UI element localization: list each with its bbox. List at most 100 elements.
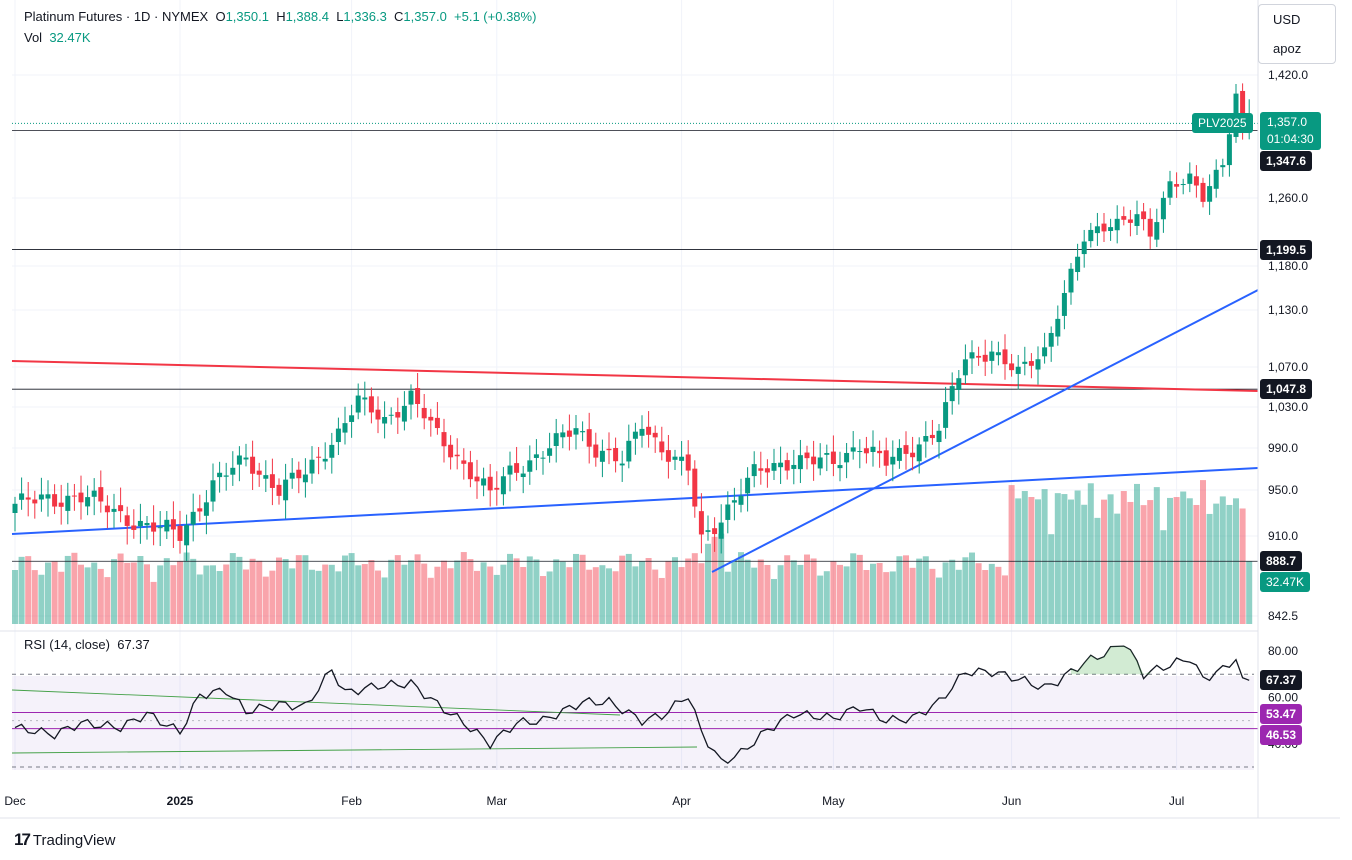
candle-body xyxy=(857,451,863,453)
candle-body xyxy=(698,511,704,535)
candle-body xyxy=(388,414,394,416)
rsi-ma-tag-low: 46.53 xyxy=(1260,725,1303,745)
candle-body xyxy=(197,508,203,512)
candle-body xyxy=(1200,182,1206,202)
volume-bar xyxy=(1127,501,1134,624)
volume-bar xyxy=(144,564,150,624)
volume-bar xyxy=(612,571,619,624)
price-axis[interactable]: 842.5 910.0 950.0 990.0 1,030.0 1,070.0 1,130.… xyxy=(1268,68,1308,751)
candle-body xyxy=(791,464,797,469)
candle-body xyxy=(309,459,315,474)
volume-bar xyxy=(559,561,566,624)
volume-bar xyxy=(1239,508,1246,624)
candle-body xyxy=(923,436,929,442)
volume-bar xyxy=(573,553,579,624)
currency-unit-box[interactable]: USD apoz xyxy=(1258,4,1336,64)
candle-body xyxy=(1147,218,1153,237)
volume-bar xyxy=(1028,497,1035,624)
level-tag-1347: 1,347.6 xyxy=(1260,151,1313,171)
last-price-value: 1,357.0 xyxy=(1267,115,1308,129)
candle-body xyxy=(837,465,843,469)
symbol-price-tag[interactable]: PLV2025 xyxy=(1192,113,1253,133)
volume-bar xyxy=(546,571,553,624)
candle-body xyxy=(1174,184,1180,187)
candle-body xyxy=(124,515,130,526)
volume-bar xyxy=(830,561,837,624)
rsi-title[interactable]: RSI (14, close) xyxy=(24,637,110,652)
volume-bar xyxy=(1114,513,1121,624)
candle-body xyxy=(25,497,31,500)
price-tick-label: 990.0 xyxy=(1268,441,1298,455)
rsi-pane xyxy=(11,645,1258,768)
volume-label[interactable]: Vol xyxy=(24,30,43,45)
candle-body xyxy=(1015,366,1021,374)
symbol-title[interactable]: Platinum Futures · 1D · NYMEX xyxy=(24,9,209,24)
candle-body xyxy=(441,432,447,447)
candle-body xyxy=(349,415,355,422)
candle-body xyxy=(547,448,553,456)
tradingview-logo[interactable]: 17 TradingView xyxy=(14,830,115,850)
candle-body xyxy=(599,450,605,462)
price-tick-label: 842.5 xyxy=(1268,609,1298,623)
candle-body xyxy=(203,502,209,516)
candle-body xyxy=(573,428,579,435)
level-tag-888: 888.7 xyxy=(1260,551,1303,571)
candle-body xyxy=(428,416,434,421)
volume-bar xyxy=(150,581,157,624)
candle-body xyxy=(342,423,348,433)
volume-bar xyxy=(1041,489,1048,624)
logo-text: TradingView xyxy=(32,831,116,849)
volume-bar xyxy=(698,563,705,624)
volume-bar xyxy=(1008,485,1015,624)
tradingview-mark-icon: 17 xyxy=(14,830,31,849)
candle-body xyxy=(586,429,592,447)
candle-body xyxy=(98,487,104,502)
volume-bar xyxy=(744,559,751,624)
rsi-trendline-lower xyxy=(11,746,698,754)
volume-value: 32.47K xyxy=(49,30,91,45)
candle-body xyxy=(1061,292,1067,316)
volume-bar xyxy=(777,565,784,624)
candle-body xyxy=(170,519,176,530)
volume-bar xyxy=(784,555,791,624)
volume-bar xyxy=(757,559,764,624)
candle-body xyxy=(817,457,823,469)
volume-bar xyxy=(691,553,698,624)
volume-bar xyxy=(309,569,315,624)
candle-body xyxy=(269,474,275,488)
volume-bar xyxy=(1120,491,1127,624)
candle-body xyxy=(19,493,25,500)
volume-bar xyxy=(909,567,916,624)
candle-body xyxy=(692,468,698,507)
candle-body xyxy=(85,497,91,507)
volume-bar xyxy=(1213,503,1220,624)
volume-bar xyxy=(289,568,296,624)
candle-body xyxy=(916,444,922,462)
time-axis[interactable]: Dec 2025 Feb Mar Apr May Jun Jul xyxy=(4,794,1184,808)
candle-body xyxy=(1048,332,1054,347)
candle-body xyxy=(1035,359,1041,370)
volume-bar xyxy=(724,571,731,624)
volume-tag: 32.47K xyxy=(1260,572,1311,592)
close-label: C xyxy=(394,9,404,24)
volume-bar xyxy=(236,556,243,624)
candle-body xyxy=(672,456,678,460)
volume-bar xyxy=(361,564,368,624)
volume-bar xyxy=(810,558,817,624)
volume-bar xyxy=(823,571,830,624)
rsi-tick-label: 80.00 xyxy=(1268,644,1298,658)
candle-body xyxy=(797,455,803,470)
candle-body xyxy=(1002,349,1008,365)
candle-body xyxy=(738,496,744,505)
currency-label[interactable]: USD xyxy=(1273,12,1301,27)
candle-body xyxy=(32,499,38,504)
volume-bar xyxy=(177,561,183,624)
level-tag-1047: 1,047.8 xyxy=(1260,379,1313,399)
volume-bar xyxy=(91,562,98,624)
volume-bar xyxy=(903,555,909,624)
time-tick-label: Jun xyxy=(1002,794,1021,808)
volume-bar xyxy=(526,556,533,624)
price-tick-label: 1,070.0 xyxy=(1268,360,1308,374)
candle-body xyxy=(1028,361,1034,366)
